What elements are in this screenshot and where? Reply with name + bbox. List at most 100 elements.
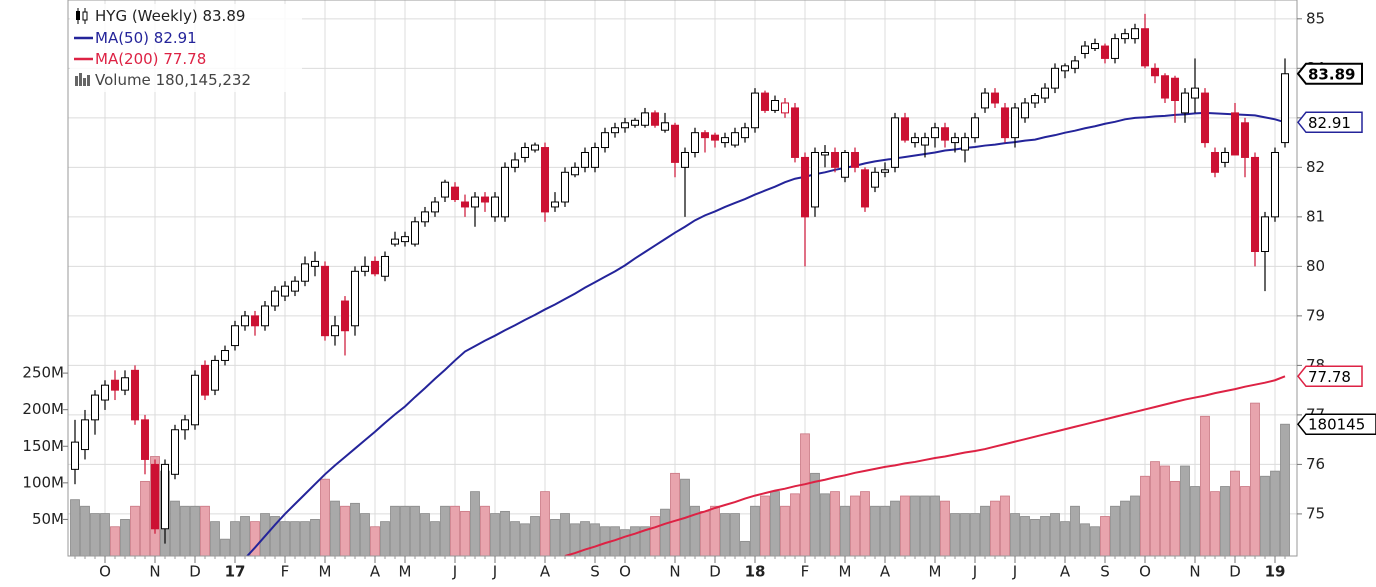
volume-bar xyxy=(650,516,660,556)
candle-body xyxy=(161,463,169,530)
candle-body xyxy=(411,221,419,245)
candle-body xyxy=(1101,45,1109,59)
candle-body xyxy=(91,394,99,421)
candle-body xyxy=(311,260,319,267)
candle-body xyxy=(531,144,539,151)
candle-body xyxy=(771,100,779,111)
volume-bar xyxy=(970,513,980,556)
candle-body xyxy=(961,137,969,151)
price-tag xyxy=(1297,365,1363,388)
volume-bar xyxy=(830,491,840,556)
candle-body xyxy=(711,134,719,141)
volume-bar xyxy=(870,505,880,556)
candle-body xyxy=(121,377,129,391)
legend-icon xyxy=(75,76,78,86)
volume-bar xyxy=(130,505,140,556)
candle-body xyxy=(581,151,589,168)
x-tick-label: D xyxy=(709,563,721,581)
volume-bar xyxy=(1280,423,1290,556)
price-tag-label: 180145 xyxy=(1308,416,1365,434)
candle-body xyxy=(441,181,449,198)
candle-body xyxy=(261,305,269,327)
volume-bar xyxy=(450,505,460,556)
candle-body xyxy=(481,196,489,203)
x-tick-label: N xyxy=(149,563,160,581)
candle-body xyxy=(351,270,359,327)
volume-bar xyxy=(1250,402,1260,556)
candle-body xyxy=(381,255,389,277)
legend-name: MA(50) xyxy=(95,29,149,47)
volume-bar xyxy=(470,491,480,556)
y2-tick-label: 100M xyxy=(22,473,64,491)
legend: HYG (Weekly) 83.89 MA(50) 82.91 MA(200) … xyxy=(70,4,302,92)
candle-body xyxy=(251,315,259,327)
candle-body xyxy=(621,122,629,129)
x-tick-label: J xyxy=(972,563,977,581)
grid xyxy=(68,0,1297,556)
volume-bar xyxy=(810,472,820,556)
y-tick-label: 79 xyxy=(1306,306,1325,324)
y-tick-label: 82 xyxy=(1306,158,1325,176)
candle-body xyxy=(361,265,369,272)
legend-bg xyxy=(70,4,302,92)
candle-body xyxy=(1111,38,1119,59)
candle-body xyxy=(281,285,289,297)
volume-bar xyxy=(440,505,450,556)
volume-bar xyxy=(110,526,120,556)
candle-body xyxy=(231,325,239,347)
x-tick-label: A xyxy=(370,563,381,581)
candle-body xyxy=(721,137,729,144)
x-tick-label: F xyxy=(281,563,290,581)
x-tick-label: O xyxy=(619,563,631,581)
volume-bar xyxy=(850,495,860,556)
ma-layer xyxy=(245,111,1286,556)
volume-bar xyxy=(1140,475,1150,556)
candle-body xyxy=(1251,156,1259,253)
candle-body xyxy=(1271,151,1279,218)
volume-bar xyxy=(360,513,370,556)
volume-bar xyxy=(570,523,580,556)
volume-bar xyxy=(240,516,250,556)
price-tag-label: 82.91 xyxy=(1308,114,1351,132)
y-tick-label: 76 xyxy=(1306,455,1325,473)
volume-layer xyxy=(70,402,1290,556)
x-tick-label: J xyxy=(1012,563,1017,581)
volume-bar xyxy=(1100,516,1110,556)
x-tick-label: A xyxy=(880,563,891,581)
legend-name: HYG (Weekly) xyxy=(95,7,198,25)
volume-bar xyxy=(540,491,550,556)
volume-bar xyxy=(390,505,400,556)
candle-body xyxy=(951,137,959,144)
candle-body xyxy=(101,384,109,401)
candle-body xyxy=(1221,151,1229,163)
legend-entry: MA(200) 77.78 xyxy=(95,50,206,68)
x-tick-label: M xyxy=(839,563,852,581)
candle-body xyxy=(1011,107,1019,139)
candle-body xyxy=(371,260,379,275)
candle-body xyxy=(1161,75,1169,99)
candle-layer xyxy=(71,13,1289,544)
candle-body xyxy=(211,359,219,391)
volume-bar xyxy=(370,526,380,556)
volume-bar xyxy=(380,521,390,556)
volume-bar xyxy=(1240,486,1250,556)
candle-body xyxy=(331,325,339,337)
volume-bar xyxy=(1130,495,1140,556)
volume-bar xyxy=(560,513,570,556)
price-tags: 180145 82.91 77.78 83.89 xyxy=(1296,62,1376,435)
volume-bar xyxy=(290,521,300,556)
candle-body xyxy=(1081,45,1089,54)
candle-body xyxy=(271,290,279,307)
volume-bar xyxy=(1030,519,1040,556)
volume-bar xyxy=(1200,415,1210,556)
x-tick-label: 18 xyxy=(745,563,766,581)
volume-bar xyxy=(340,505,350,556)
volume-bar xyxy=(480,505,490,556)
candle-body xyxy=(241,315,249,327)
volume-bar xyxy=(270,516,280,556)
candle-body xyxy=(521,147,529,158)
volume-bar xyxy=(890,500,900,556)
candle-body xyxy=(511,159,519,168)
candle-body xyxy=(71,441,79,470)
x-tick-label: F xyxy=(801,563,810,581)
